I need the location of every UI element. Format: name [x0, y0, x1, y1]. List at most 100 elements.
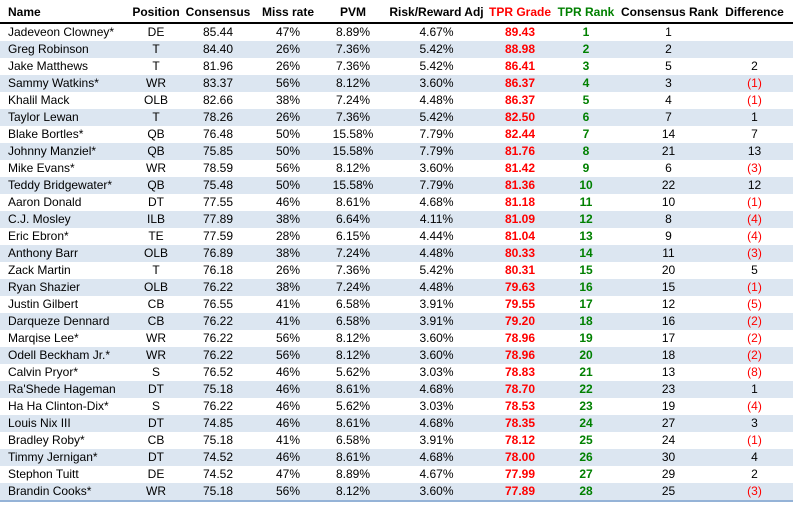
cell-risk_reward_adj: 3.60%	[419, 331, 454, 345]
cell-pvm: 7.36%	[322, 109, 384, 126]
cell-miss_rate: 46%	[275, 195, 301, 209]
cell-difference: 3	[716, 415, 793, 432]
cell-consensus: 76.22	[182, 279, 254, 296]
cell-consensus_rank: 20	[661, 263, 676, 277]
cell-name: Zack Martin	[8, 263, 71, 277]
cell-difference: 4	[716, 449, 793, 466]
cell-tpr_grade: 78.12	[504, 433, 536, 447]
column-header-position: Position	[130, 1, 182, 24]
cell-difference: 5	[751, 263, 758, 277]
cell-position: DE	[147, 467, 165, 481]
cell-pvm: 8.12%	[335, 161, 371, 175]
cell-tpr_rank: 7	[582, 127, 590, 141]
cell-miss_rate: 38%	[254, 245, 322, 262]
cell-pvm: 7.36%	[322, 41, 384, 58]
cell-name: Anthony Barr	[0, 245, 130, 262]
cell-tpr_grade: 80.31	[504, 263, 536, 277]
cell-tpr_grade: 81.36	[489, 177, 551, 194]
cell-miss_rate: 50%	[254, 177, 322, 194]
cell-risk_reward_adj: 5.42%	[419, 263, 454, 277]
cell-miss_rate: 46%	[275, 365, 301, 379]
cell-tpr_rank: 18	[551, 313, 621, 330]
table-row: Darqueze Dennard CB 76.22 41% 6.58% 3.91% 79.2…	[0, 313, 793, 330]
cell-consensus: 74.85	[182, 415, 254, 432]
cell-miss_rate: 41%	[275, 433, 301, 447]
table-row: Sammy Watkins* WR 83.37 56% 8.12% 3.60% 86.37 4…	[0, 75, 793, 92]
cell-position: WR	[146, 161, 166, 175]
cell-position: DT	[148, 195, 164, 209]
cell-miss_rate: 56%	[275, 161, 301, 175]
cell-tpr_grade: 78.96	[489, 347, 551, 364]
cell-tpr_grade: 89.43	[504, 25, 536, 39]
cell-risk_reward_adj: 3.91%	[419, 433, 454, 447]
cell-pvm: 7.36%	[335, 263, 371, 277]
cell-pvm: 8.61%	[335, 195, 371, 209]
table-row: Calvin Pryor* S 76.52 46% 5.62% 3.03% 78.83 21 1…	[0, 364, 793, 381]
cell-tpr_rank: 28	[551, 483, 621, 502]
cell-pvm: 8.61%	[322, 449, 384, 466]
cell-tpr_rank: 5	[582, 93, 590, 107]
cell-difference: 2	[751, 59, 758, 73]
cell-consensus_rank: 21	[621, 143, 716, 160]
cell-consensus_rank: 15	[621, 279, 716, 296]
cell-miss_rate: 56%	[254, 75, 322, 92]
cell-difference	[716, 41, 793, 58]
cell-position: DT	[130, 381, 182, 398]
cell-pvm: 8.61%	[322, 415, 384, 432]
cell-risk_reward_adj: 7.79%	[384, 143, 489, 160]
cell-miss_rate: 46%	[275, 399, 301, 413]
cell-name: Sammy Watkins*	[0, 75, 130, 92]
cell-difference: (3)	[747, 161, 762, 175]
cell-pvm: 7.24%	[322, 279, 384, 296]
cell-risk_reward_adj: 4.68%	[384, 381, 489, 398]
cell-risk_reward_adj: 3.60%	[384, 347, 489, 364]
cell-miss_rate: 50%	[254, 143, 322, 160]
cell-position: CB	[147, 297, 165, 311]
cell-difference: (1)	[716, 75, 793, 92]
cell-consensus_rank: 16	[621, 313, 716, 330]
cell-pvm: 8.12%	[322, 483, 384, 502]
cell-risk_reward_adj: 3.60%	[384, 483, 489, 502]
cell-consensus_rank: 6	[665, 161, 672, 175]
cell-position: S	[151, 399, 160, 413]
cell-consensus_rank: 27	[621, 415, 716, 432]
cell-pvm: 8.61%	[322, 381, 384, 398]
cell-tpr_rank: 1	[582, 25, 590, 39]
cell-miss_rate: 47%	[275, 25, 301, 39]
cell-tpr_grade: 81.09	[489, 211, 551, 228]
cell-pvm: 6.58%	[335, 297, 371, 311]
cell-name: Ryan Shazier	[0, 279, 130, 296]
table-row: C.J. Mosley ILB 77.89 38% 6.64% 4.11% 81.09 12 8…	[0, 211, 793, 228]
cell-difference	[716, 23, 793, 41]
column-header-tpr_rank: TPR Rank	[551, 1, 621, 24]
cell-name: Calvin Pryor*	[8, 365, 79, 379]
cell-position: WR	[130, 75, 182, 92]
table-row: Stephon Tuitt DE 74.52 47% 8.89% 4.67% 77.99 27…	[0, 466, 793, 483]
cell-risk_reward_adj: 4.67%	[419, 467, 454, 481]
cell-consensus: 76.22	[182, 347, 254, 364]
cell-miss_rate: 46%	[254, 381, 322, 398]
cell-tpr_rank: 12	[551, 211, 621, 228]
cell-position: OLB	[143, 93, 168, 107]
cell-position: TE	[148, 229, 164, 243]
cell-pvm: 5.62%	[335, 399, 371, 413]
table-row: Jake Matthews T 81.96 26% 7.36% 5.42% 86.41 3 5 2	[0, 58, 793, 75]
cell-tpr_grade: 77.89	[489, 483, 551, 502]
cell-pvm: 6.15%	[335, 229, 371, 243]
cell-name: Khalil Mack	[8, 93, 70, 107]
cell-tpr_grade: 78.96	[504, 331, 536, 345]
column-header-consensus: Consensus	[182, 1, 254, 24]
cell-tpr_grade: 78.00	[489, 449, 551, 466]
cell-consensus: 75.48	[182, 177, 254, 194]
cell-consensus_rank: 30	[621, 449, 716, 466]
cell-pvm: 8.12%	[335, 331, 371, 345]
cell-miss_rate: 47%	[275, 467, 301, 481]
cell-risk_reward_adj: 3.60%	[419, 161, 454, 175]
cell-consensus: 78.59	[202, 161, 234, 175]
table-row: Taylor Lewan T 78.26 26% 7.36% 5.42% 82.50 6 7 1	[0, 109, 793, 126]
cell-tpr_rank: 22	[551, 381, 621, 398]
cell-difference: (2)	[716, 347, 793, 364]
cell-tpr_grade: 79.63	[489, 279, 551, 296]
cell-consensus: 76.89	[182, 245, 254, 262]
